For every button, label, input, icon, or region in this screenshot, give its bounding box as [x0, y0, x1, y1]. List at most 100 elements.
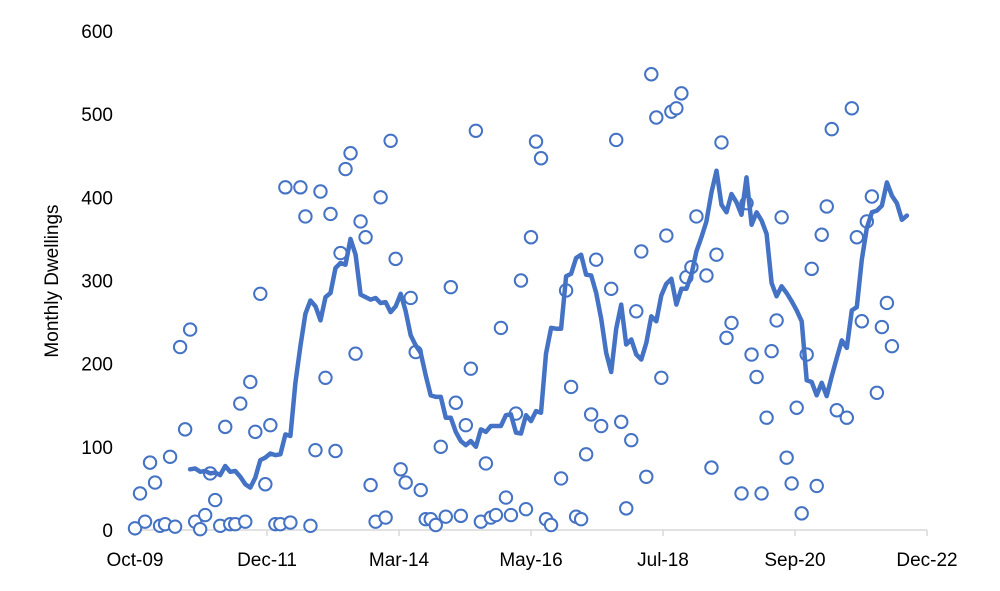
data-point [704, 460, 719, 475]
data-point [493, 320, 509, 336]
data-point [849, 230, 865, 245]
data-point [233, 396, 248, 411]
data-point [674, 86, 689, 101]
data-point [624, 432, 639, 448]
data-point [172, 339, 188, 355]
data-point [393, 462, 408, 477]
scatter-series [127, 67, 900, 537]
y-tick-label: 100 [81, 438, 113, 459]
data-point [218, 419, 233, 435]
data-point [258, 477, 273, 492]
data-point [147, 475, 163, 490]
data-point [563, 379, 579, 395]
data-point [649, 110, 664, 125]
data-point [503, 507, 519, 523]
data-point [543, 517, 559, 533]
data-point [378, 510, 393, 525]
data-point [639, 469, 654, 484]
data-point [654, 370, 669, 386]
data-point [774, 210, 789, 225]
data-point [358, 230, 373, 245]
data-point [478, 456, 494, 471]
data-point [513, 273, 529, 288]
data-point [854, 314, 870, 329]
data-point [749, 369, 764, 385]
data-point [634, 244, 649, 259]
data-point [323, 206, 338, 222]
data-point [593, 418, 609, 434]
y-axis-ticks: 0 100 200 300 400 500 600 [81, 22, 113, 542]
data-point [709, 247, 724, 262]
data-point [388, 251, 403, 267]
data-point [699, 268, 714, 283]
data-point [353, 214, 368, 229]
data-point [453, 508, 469, 524]
x-tick-label: Oct-09 [106, 550, 163, 571]
x-tick-label: May-16 [499, 550, 562, 571]
data-point [403, 290, 418, 306]
data-point [318, 370, 333, 386]
data-point [724, 315, 739, 331]
y-tick-label: 300 [81, 272, 113, 293]
data-point [298, 209, 313, 224]
data-point [744, 347, 759, 362]
data-point [814, 227, 829, 242]
data-point [197, 507, 213, 523]
data-point [443, 279, 458, 295]
data-point [669, 101, 684, 116]
y-axis-title: Monthly Dwellings [42, 204, 63, 357]
data-point [629, 304, 644, 319]
data-point [127, 521, 143, 536]
data-point [609, 132, 624, 148]
data-point [578, 447, 594, 462]
data-point [313, 184, 328, 199]
data-point [303, 518, 318, 534]
data-point [373, 190, 388, 205]
data-point [764, 343, 779, 359]
x-tick-label: Mar-14 [369, 550, 430, 571]
data-point [829, 403, 844, 418]
data-point [248, 424, 263, 440]
x-axis-ticks: Oct-09 Dec-11 Mar-14 May-16 Jul-18 Sep-20 Dec-… [106, 530, 958, 571]
data-point [338, 161, 353, 177]
data-point [779, 450, 794, 465]
data-point [714, 135, 729, 150]
data-point [523, 230, 539, 245]
y-tick-label: 500 [81, 105, 113, 126]
x-tick-label: Dec-11 [237, 550, 297, 571]
data-point [463, 361, 479, 376]
data-point [839, 410, 854, 425]
data-point [293, 180, 308, 195]
data-point [869, 385, 885, 400]
data-point [458, 418, 474, 433]
data-point [874, 319, 890, 335]
data-point [588, 252, 604, 267]
data-point [583, 407, 599, 422]
x-tick-label: Jul-18 [637, 550, 689, 571]
data-point [142, 455, 158, 470]
data-point [659, 228, 674, 243]
data-point [689, 209, 704, 224]
data-point [573, 511, 589, 527]
data-point [819, 199, 834, 214]
data-point [308, 442, 323, 458]
data-point [253, 286, 268, 302]
data-point [769, 313, 784, 328]
data-point [844, 101, 860, 116]
data-point [488, 507, 504, 523]
data-point [278, 180, 293, 195]
data-point [348, 346, 363, 361]
data-point [162, 449, 178, 465]
data-point [428, 517, 443, 533]
data-point [784, 476, 799, 491]
data-point [879, 295, 895, 311]
data-point [644, 67, 659, 82]
x-tick-label: Dec-22 [896, 550, 957, 571]
data-point [413, 482, 428, 498]
data-point [433, 439, 448, 455]
data-point [238, 514, 253, 529]
data-point [448, 395, 464, 410]
data-point [438, 509, 453, 524]
data-point [468, 123, 484, 139]
